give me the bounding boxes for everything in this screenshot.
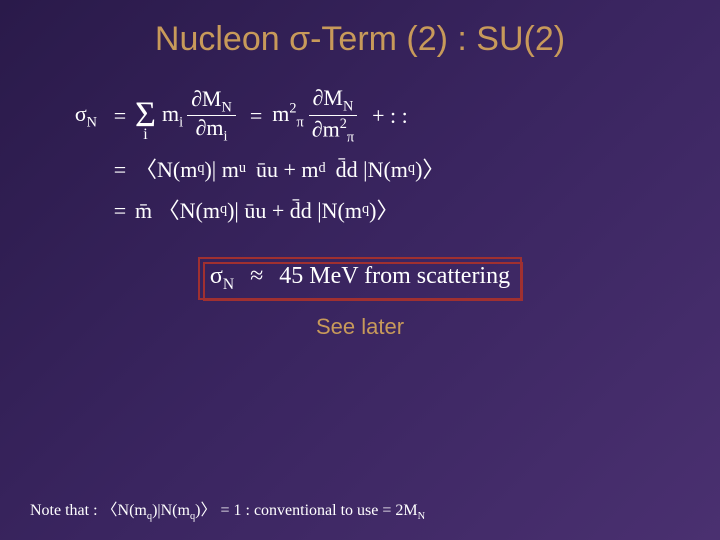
eq-row-1: σN = . Σ i mi ∂MN ∂mi = m2π [50,87,690,145]
mpi2-coef: m2π [272,97,304,134]
slide: Nucleon σ-Term (2) : SU(2) σN = . Σ i mi… [0,0,720,540]
slide-title: Nucleon σ-Term (2) : SU(2) [30,20,690,59]
frac-1: ∂MN ∂mi [187,88,236,144]
approx-box: σN ≈ 45 MeV from scattering [198,257,522,300]
equals-2: = [105,153,135,186]
eq-row-3: = m̄ 〈N(mq)| ūu + d̄d |N(mq)〉 [50,194,690,227]
equals-1: = [105,99,135,132]
dots: + : : [372,99,408,132]
rhs-3: m̄ 〈N(mq)| ūu + d̄d |N(mq)〉 [135,194,690,227]
sum-symbol: . Σ i [135,92,156,140]
equals-3: = [105,194,135,227]
rhs-2: 〈N(mq)| muūu + mdd̄d |N(mq)〉 [135,153,690,186]
eq-row-2: = 〈N(mq)| muūu + mdd̄d |N(mq)〉 [50,153,690,186]
mi-coef: mi [162,97,183,134]
equation-block: σN = . Σ i mi ∂MN ∂mi = m2π [50,87,690,227]
sigma-lhs: σN [50,97,105,134]
frac-2: ∂MN ∂m2π [308,87,358,145]
rhs-1: . Σ i mi ∂MN ∂mi = m2π ∂MN ∂m2π [135,87,690,145]
footnote: Note that : 〈N(mq)|N(mq)〉 = 1 : conventi… [30,496,690,522]
see-later: See later [30,314,690,340]
